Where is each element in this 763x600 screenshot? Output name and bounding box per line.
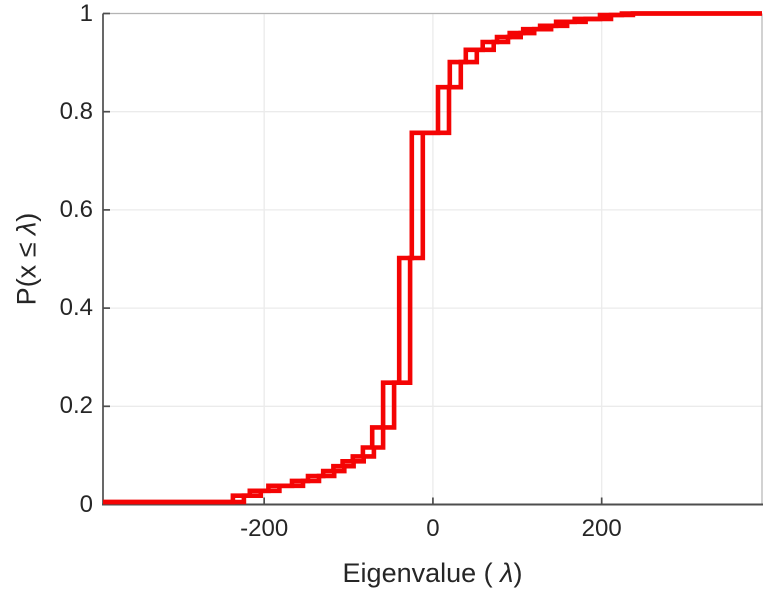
y-tick-label: 0.8 bbox=[59, 97, 93, 125]
x-axis-label-close: ) bbox=[513, 558, 523, 588]
x-tick-label: 200 bbox=[581, 515, 622, 542]
x-tick-label: 0 bbox=[426, 515, 440, 542]
y-tick-label: 1 bbox=[79, 0, 93, 27]
y-tick-label: 0.6 bbox=[59, 195, 93, 223]
x-axis-label: Eigenvalue ( λ) bbox=[103, 558, 762, 589]
x-tick-label: -200 bbox=[240, 515, 289, 542]
ecdf-curves bbox=[103, 11, 762, 505]
x-axis-lambda-symbol: λ bbox=[500, 558, 514, 588]
y-axis-lambda-symbol: λ bbox=[11, 221, 42, 235]
x-axis-label-text: Eigenvalue ( bbox=[342, 558, 501, 588]
y-tick-label: 0.4 bbox=[59, 294, 93, 322]
y-axis-label-text: P(x ≤ bbox=[11, 234, 42, 306]
y-axis-label: P(x ≤ λ) bbox=[12, 213, 43, 306]
y-tick-label: 0 bbox=[79, 490, 93, 518]
y-tick-label: 0.2 bbox=[59, 392, 93, 420]
grid-lines bbox=[103, 12, 762, 505]
ecdf-step-curve-2 bbox=[103, 11, 762, 505]
y-axis-label-close: ) bbox=[11, 212, 42, 222]
